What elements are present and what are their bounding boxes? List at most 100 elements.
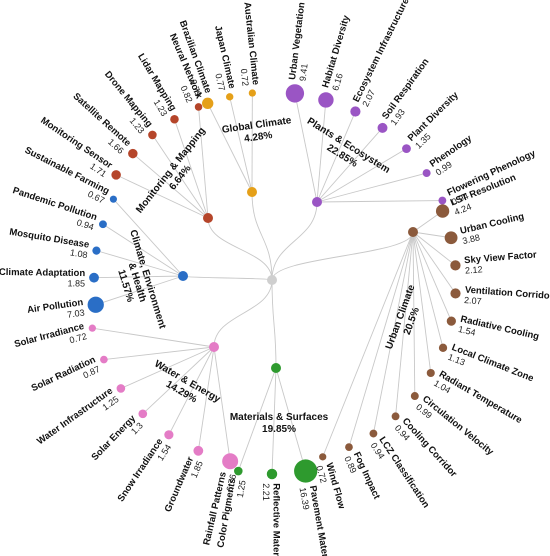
leaf-node-circulation-velocity	[410, 392, 419, 401]
leaf-node-lcz-classification	[369, 429, 378, 438]
category-percent-materials-surfaces: 19.85%	[262, 424, 296, 435]
leaf-node-solar-energy	[138, 409, 148, 419]
link-local-climate-zone	[412, 231, 444, 348]
leaf-value-reflective-materials: 2.21	[261, 483, 271, 501]
link-root-climate-environment-health	[182, 275, 273, 281]
tree-nodes	[87, 84, 461, 483]
link-root-global-climate	[251, 191, 273, 281]
leaf-node-groundwater	[193, 445, 204, 456]
link-rainfall-patterns	[213, 346, 231, 462]
leaf-label-pavement-materials: Pavement Materials	[307, 485, 333, 556]
link-radiative-cooling	[412, 231, 452, 322]
link-fog-impact	[348, 231, 414, 448]
leaf-label-sky-view-factor: Sky View Factor	[464, 249, 538, 266]
link-reflective-materials	[271, 367, 277, 475]
leaf-node-radiative-cooling	[446, 316, 456, 326]
leaf-node-plant-diversity	[402, 144, 411, 154]
link-monitoring-sensor	[115, 174, 209, 219]
link-brazilian-climate	[207, 103, 253, 193]
link-solar-irradiance	[92, 327, 215, 348]
leaf-node-solar-radiation	[100, 355, 108, 364]
link-plant-diversity	[316, 148, 407, 203]
leaf-node-climate-adaptation	[89, 272, 99, 283]
link-drone-mapping	[152, 134, 209, 219]
link-mosquito-disease	[96, 250, 184, 277]
leaf-node-wind-flow	[319, 453, 327, 461]
leaf-node-radiant-temperature	[426, 368, 435, 378]
leaf-value-color-pigments: 1.25	[235, 479, 248, 498]
leaf-node-water-infrastructure	[116, 384, 126, 393]
leaf-label-wind-flow: Wind Flow	[323, 462, 347, 511]
link-climate-adaptation	[94, 275, 184, 279]
leaf-label-climate-adaptation: Climate Adaptation	[0, 267, 85, 279]
link-pandemic-pollution	[102, 223, 184, 277]
link-sustainable-farming	[113, 198, 184, 277]
leaf-node-urban-cooling	[444, 231, 458, 245]
leaf-node-phenology	[422, 169, 431, 178]
link-japan-climate	[229, 96, 253, 193]
category-label-materials-surfaces: Materials & Surfaces	[230, 412, 329, 423]
leaf-node-habitat-diversity	[318, 92, 334, 108]
leaf-value-sky-view-factor: 2.12	[465, 264, 483, 275]
leaf-value-australian-climate: 0.72	[239, 68, 251, 86]
leaf-value-rainfall-patterns: 6.76	[224, 473, 238, 492]
link-lidar-mapping	[174, 119, 209, 219]
leaf-value-ventilation-corridor: 2.07	[464, 295, 482, 306]
leaf-node-sky-view-factor	[450, 260, 461, 271]
link-habitat-diversity	[316, 99, 327, 203]
leaf-node-sustainable-farming	[109, 195, 117, 203]
leaf-node-neural-network	[194, 103, 203, 111]
leaf-value-air-pollution: 7.03	[67, 307, 86, 319]
link-urban-vegetation	[294, 93, 318, 203]
leaf-label-mosquito-disease: Mosquito Disease	[9, 227, 90, 251]
leaf-value-wind-flow: 0.72	[314, 464, 328, 484]
leaf-value-habitat-diversity: 6.16	[330, 72, 345, 92]
leaf-label-soil-respiration: Soil Respiration	[380, 56, 432, 121]
link-root-monitoring-mapping	[207, 217, 273, 281]
leaf-node-snow-irradiance	[164, 430, 174, 440]
leaf-label-groundwater: Groundwater	[163, 455, 197, 514]
category-node-climate-environment-health	[178, 271, 188, 281]
leaf-value-urban-vegetation: 9.41	[298, 63, 310, 82]
category-node-plants-ecosystem	[312, 197, 322, 207]
leaf-label-urban-cooling: Urban Cooling	[459, 211, 525, 237]
leaf-node-lidar-mapping	[170, 115, 179, 124]
category-percent-global-climate: 4.28%	[244, 130, 274, 145]
link-root-water-energy	[213, 279, 273, 348]
link-root-plants-ecosystem	[271, 201, 318, 281]
link-neural-network	[198, 106, 209, 219]
leaf-node-solar-irradiance	[88, 324, 96, 332]
leaf-node-reflective-materials	[266, 468, 278, 480]
leaf-node-fog-impact	[345, 443, 353, 451]
link-solar-radiation	[103, 346, 215, 361]
leaf-label-plant-diversity: Plant Diversity	[406, 89, 461, 143]
link-ventilation-corridor	[412, 231, 456, 294]
leaf-value-pavement-materials: 16.39	[298, 487, 312, 511]
leaf-value-mosquito-disease: 1.08	[69, 247, 88, 260]
link-lcz-classification	[372, 231, 414, 434]
leaf-node-soil-respiration	[377, 122, 388, 133]
link-groundwater	[197, 346, 215, 451]
leaf-value-solar-irradiance: 0.72	[68, 331, 88, 345]
leaf-node-ventilation-corridor	[450, 288, 461, 299]
link-root-materials-surfaces	[271, 279, 277, 369]
leaf-node-air-pollution	[87, 296, 104, 313]
link-ecosystem-infrastructure	[316, 111, 356, 203]
leaf-node-australian-climate	[248, 89, 256, 97]
link-snow-irradiance	[168, 346, 215, 436]
leaf-node-pandemic-pollution	[99, 220, 107, 229]
